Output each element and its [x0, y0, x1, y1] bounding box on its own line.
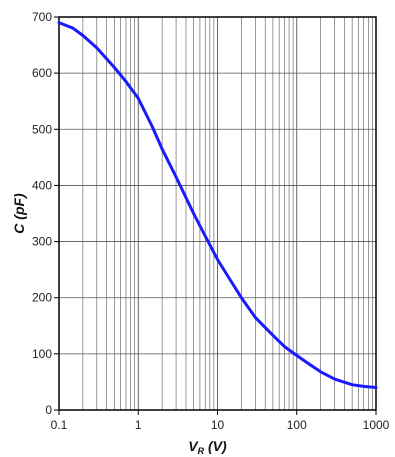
series — [57, 21, 378, 389]
y-tick-label: 0 — [45, 403, 52, 417]
axis-ticks — [54, 16, 377, 415]
x-tick-label: 10 — [211, 418, 225, 432]
y-tick-label: 100 — [32, 347, 52, 361]
y-axis-label: C (pF) — [11, 193, 27, 234]
y-tick-label: 500 — [32, 122, 52, 136]
x-axis-label-sub: R — [198, 446, 205, 456]
y-tick-label: 600 — [32, 66, 52, 80]
x-tick-label: 1 — [135, 418, 142, 432]
tick-labels: 0 100 200 300 400 500 600 700 0.1 1 10 100 1000 — [32, 10, 390, 432]
y-tick-label: 700 — [32, 10, 52, 24]
x-axis-label: VR (V) — [188, 438, 227, 456]
x-tick-label: 100 — [287, 418, 307, 432]
y-tick-label: 300 — [32, 235, 52, 249]
grid — [58, 16, 376, 411]
x-axis-label-main: V — [188, 438, 199, 454]
y-tick-label: 400 — [32, 178, 52, 192]
x-tick-label: 1000 — [363, 418, 390, 432]
series-line — [57, 21, 378, 389]
x-tick-label: 0.1 — [51, 418, 68, 432]
y-tick-label: 200 — [32, 291, 52, 305]
x-axis-label-unit: (V) — [204, 438, 227, 454]
